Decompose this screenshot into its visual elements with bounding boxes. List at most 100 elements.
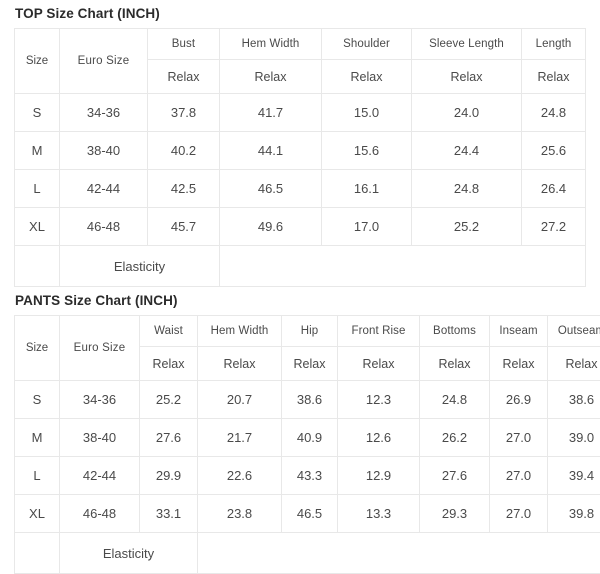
header-hem-width: Hem Width (198, 316, 282, 347)
cell-inseam: 27.0 (490, 419, 548, 457)
cell-hip: 38.6 (282, 381, 338, 419)
subheader-hip-relax: Relax (282, 347, 338, 381)
header-bottoms: Bottoms (420, 316, 490, 347)
table-row: M 38-40 40.2 44.1 15.6 24.4 25.6 (15, 132, 586, 170)
header-size: Size (15, 29, 60, 94)
table-row: XL 46-48 33.1 23.8 46.5 13.3 29.3 27.0 3… (15, 495, 600, 533)
header-length: Length (522, 29, 586, 60)
cell-hip: 40.9 (282, 419, 338, 457)
table-row: M 38-40 27.6 21.7 40.9 12.6 26.2 27.0 39… (15, 419, 600, 457)
cell-euro-size: 38-40 (60, 132, 148, 170)
cell-bust: 40.2 (148, 132, 220, 170)
cell-bottoms: 27.6 (420, 457, 490, 495)
cell-sleeve-length: 25.2 (412, 208, 522, 246)
cell-front-rise: 13.3 (338, 495, 420, 533)
header-outseam: Outseam (548, 316, 600, 347)
cell-outseam: 39.0 (548, 419, 600, 457)
cell-hem-width: 21.7 (198, 419, 282, 457)
pants-size-chart-table: Size Euro Size Waist Hem Width Hip Front… (14, 315, 600, 574)
cell-euro-size: 46-48 (60, 495, 140, 533)
table-row: L 42-44 29.9 22.6 43.3 12.9 27.6 27.0 39… (15, 457, 600, 495)
table-row: S 34-36 25.2 20.7 38.6 12.3 24.8 26.9 38… (15, 381, 600, 419)
subheader-front-rise-relax: Relax (338, 347, 420, 381)
table-row: XL 46-48 45.7 49.6 17.0 25.2 27.2 (15, 208, 586, 246)
header-inseam: Inseam (490, 316, 548, 347)
cell-bottoms: 29.3 (420, 495, 490, 533)
subheader-hem-width-relax: Relax (198, 347, 282, 381)
cell-hip: 43.3 (282, 457, 338, 495)
cell-bust: 45.7 (148, 208, 220, 246)
cell-waist: 27.6 (140, 419, 198, 457)
top-size-chart-table: Size Euro Size Bust Hem Width Shoulder S… (14, 28, 586, 287)
cell-outseam: 38.6 (548, 381, 600, 419)
cell-waist: 33.1 (140, 495, 198, 533)
cell-euro-size: 42-44 (60, 170, 148, 208)
cell-waist: 29.9 (140, 457, 198, 495)
cell-hem-width: 49.6 (220, 208, 322, 246)
header-shoulder: Shoulder (322, 29, 412, 60)
cell-hem-width: 41.7 (220, 94, 322, 132)
cell-size: M (15, 132, 60, 170)
subheader-shoulder-relax: Relax (322, 60, 412, 94)
cell-euro-size: 46-48 (60, 208, 148, 246)
cell-bust: 37.8 (148, 94, 220, 132)
cell-size: S (15, 381, 60, 419)
subheader-waist-relax: Relax (140, 347, 198, 381)
header-euro-size: Euro Size (60, 29, 148, 94)
cell-bottoms: 24.8 (420, 381, 490, 419)
cell-inseam: 27.0 (490, 457, 548, 495)
cell-shoulder: 16.1 (322, 170, 412, 208)
footer-elasticity-label: Elasticity (60, 246, 220, 287)
header-front-rise: Front Rise (338, 316, 420, 347)
cell-hem-width: 20.7 (198, 381, 282, 419)
cell-euro-size: 38-40 (60, 419, 140, 457)
subheader-bust-relax: Relax (148, 60, 220, 94)
cell-inseam: 26.9 (490, 381, 548, 419)
cell-length: 27.2 (522, 208, 586, 246)
cell-euro-size: 34-36 (60, 381, 140, 419)
top-chart-title: TOP Size Chart (INCH) (14, 0, 586, 28)
cell-sleeve-length: 24.4 (412, 132, 522, 170)
cell-size: XL (15, 495, 60, 533)
cell-bust: 42.5 (148, 170, 220, 208)
cell-bottoms: 26.2 (420, 419, 490, 457)
cell-hem-width: 44.1 (220, 132, 322, 170)
header-size: Size (15, 316, 60, 381)
pants-chart-title: PANTS Size Chart (INCH) (14, 287, 586, 315)
cell-length: 24.8 (522, 94, 586, 132)
cell-hem-width: 22.6 (198, 457, 282, 495)
cell-euro-size: 42-44 (60, 457, 140, 495)
header-hem-width: Hem Width (220, 29, 322, 60)
cell-length: 25.6 (522, 132, 586, 170)
subheader-inseam-relax: Relax (490, 347, 548, 381)
header-sleeve-length: Sleeve Length (412, 29, 522, 60)
table-footer-row: Elasticity (15, 246, 586, 287)
cell-inseam: 27.0 (490, 495, 548, 533)
cell-hem-width: 23.8 (198, 495, 282, 533)
header-hip: Hip (282, 316, 338, 347)
cell-hip: 46.5 (282, 495, 338, 533)
cell-size: M (15, 419, 60, 457)
cell-front-rise: 12.3 (338, 381, 420, 419)
cell-outseam: 39.4 (548, 457, 600, 495)
table-row: L 42-44 42.5 46.5 16.1 24.8 26.4 (15, 170, 586, 208)
table-header-row-primary: Size Euro Size Bust Hem Width Shoulder S… (15, 29, 586, 60)
header-euro-size: Euro Size (60, 316, 140, 381)
header-waist: Waist (140, 316, 198, 347)
footer-empty-span (198, 533, 600, 574)
cell-shoulder: 17.0 (322, 208, 412, 246)
cell-sleeve-length: 24.8 (412, 170, 522, 208)
subheader-outseam-relax: Relax (548, 347, 600, 381)
size-chart-page: TOP Size Chart (INCH) Size Euro Size Bus… (0, 0, 600, 528)
cell-euro-size: 34-36 (60, 94, 148, 132)
footer-elasticity-label: Elasticity (60, 533, 198, 574)
table-header-row-primary: Size Euro Size Waist Hem Width Hip Front… (15, 316, 600, 347)
cell-shoulder: 15.6 (322, 132, 412, 170)
cell-size: S (15, 94, 60, 132)
cell-length: 26.4 (522, 170, 586, 208)
subheader-sleeve-length-relax: Relax (412, 60, 522, 94)
cell-shoulder: 15.0 (322, 94, 412, 132)
header-bust: Bust (148, 29, 220, 60)
cell-waist: 25.2 (140, 381, 198, 419)
cell-front-rise: 12.9 (338, 457, 420, 495)
